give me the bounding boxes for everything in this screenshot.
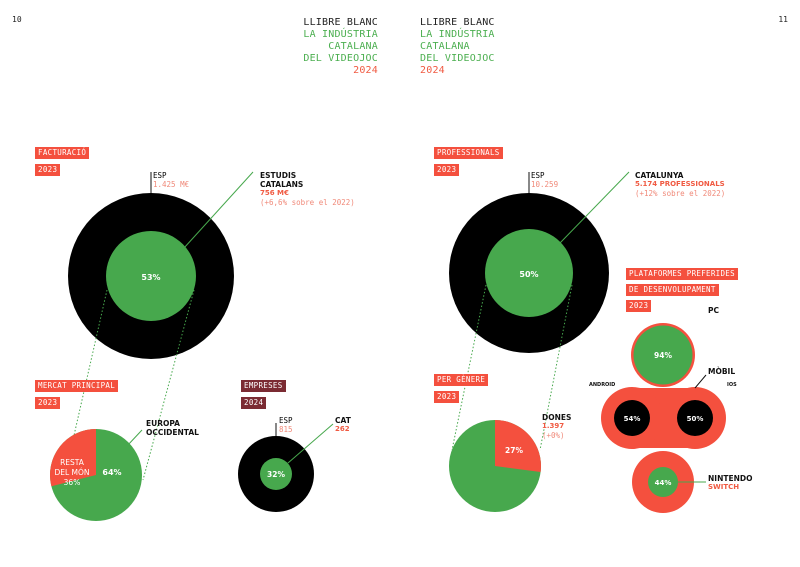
europa-title: OCCIDENTAL bbox=[146, 428, 199, 437]
facturacio-esp-label: ESP 1.425 M€ bbox=[153, 171, 189, 189]
header-subtitle: DEL VIDEOJOC bbox=[303, 53, 378, 64]
android-circle-inner bbox=[614, 400, 650, 436]
header-subtitle: CATALANA bbox=[328, 41, 378, 52]
cat-title: ESTUDIS bbox=[260, 171, 297, 180]
pc-pct: 94% bbox=[654, 351, 672, 360]
europa-pointer-line bbox=[126, 429, 143, 447]
android-label: ANDROID bbox=[589, 382, 616, 388]
header-title: LLIBRE BLANC bbox=[420, 17, 495, 28]
ios-circle-inner bbox=[677, 400, 713, 436]
cat-label: CAT bbox=[335, 416, 351, 425]
header-subtitle: LA INDÚSTRIA bbox=[420, 29, 495, 40]
cat-value: 262 bbox=[335, 425, 350, 433]
genere-dones-pct: 27% bbox=[505, 446, 523, 455]
mercat-resta-slice bbox=[49, 429, 96, 487]
esp-value: 10.259 bbox=[531, 180, 559, 189]
pc-label: PC bbox=[708, 306, 720, 315]
mercat-europa-label: EUROPA OCCIDENTAL bbox=[146, 419, 199, 437]
cat-pointer-line bbox=[183, 171, 254, 249]
professionals-pct: 50% bbox=[519, 270, 538, 279]
cat-note: (+12% sobre el 2022) bbox=[635, 189, 726, 198]
header-year: 2024 bbox=[420, 65, 445, 76]
cat-value: 756 M€ bbox=[260, 189, 289, 197]
ios-pct: 50% bbox=[687, 415, 704, 423]
cat-pointer-line bbox=[287, 423, 334, 464]
genere-dones-label: DONES 1.397 (+0%) bbox=[542, 413, 571, 440]
header-year: 2024 bbox=[353, 65, 378, 76]
esp-label: ESP bbox=[531, 171, 545, 180]
section-tag: PROFESSIONALS bbox=[434, 147, 503, 159]
facturacio-tags: FACTURACIÓ 2023 bbox=[35, 147, 90, 176]
section-year-tag: 2023 bbox=[434, 164, 460, 176]
mercat-resta-label: RESTA bbox=[60, 458, 85, 467]
genere-dones-slice bbox=[495, 420, 541, 472]
professionals-cat-circle bbox=[485, 229, 573, 317]
esp-value: 1.425 M€ bbox=[153, 180, 190, 189]
header-left: LLIBRE BLANC LA INDÚSTRIA CATALANA DEL V… bbox=[250, 17, 378, 77]
page-number-right: 11 bbox=[778, 15, 788, 24]
cat-title: CATALUNYA bbox=[635, 171, 684, 180]
mobil-pointer-line bbox=[694, 374, 707, 389]
nintendo-circle-inner bbox=[648, 467, 678, 497]
section-tag: MERCAT PRINCIPAL bbox=[35, 380, 119, 392]
connector-line bbox=[142, 289, 195, 481]
section-tag: FACTURACIÓ bbox=[35, 147, 90, 159]
facturacio-pct: 53% bbox=[141, 273, 160, 282]
header-right: LLIBRE BLANC LA INDÚSTRIA CATALANA DEL V… bbox=[420, 17, 495, 77]
section-year-tag: 2023 bbox=[434, 391, 460, 403]
mercat-resta-pct: 36% bbox=[64, 478, 81, 487]
section-tag: PLATAFORMES PREFERIDES bbox=[626, 268, 738, 280]
nintendo-pct: 44% bbox=[655, 479, 672, 487]
section-tag: DE DESENVOLUPAMENT bbox=[626, 284, 719, 296]
section-tag: EMPRESES bbox=[241, 380, 286, 392]
section-tag: PER GÈNERE bbox=[434, 374, 489, 386]
dones-note: (+0%) bbox=[542, 431, 565, 440]
mobil-label: MÒBIL bbox=[708, 367, 736, 376]
empreses-cat-circle bbox=[260, 458, 292, 490]
section-year-tag: 2024 bbox=[241, 397, 267, 409]
empreses-esp-label: ESP 815 bbox=[279, 416, 293, 434]
nintendo-label: NINTENDO SWITCH bbox=[708, 474, 752, 492]
connector-line bbox=[539, 284, 573, 451]
section-year-tag: 2023 bbox=[35, 164, 61, 176]
esp-label: ESP bbox=[279, 416, 293, 425]
empreses-pct: 32% bbox=[267, 470, 285, 479]
mercat-europa-pct: 64% bbox=[102, 468, 121, 477]
nintendo-subtitle: SWITCH bbox=[708, 483, 740, 491]
header-subtitle: CATALANA bbox=[420, 41, 470, 52]
nintendo-title: NINTENDO bbox=[708, 474, 753, 483]
professionals-esp-label: ESP 10.259 bbox=[531, 171, 558, 189]
dones-value: 1.397 bbox=[542, 422, 565, 430]
page-number-left: 10 bbox=[12, 15, 22, 24]
pc-circle-inner bbox=[633, 325, 693, 385]
cat-value: 5.174 PROFESSIONALS bbox=[635, 180, 725, 188]
professionals-cat-label: CATALUNYA 5.174 PROFESSIONALS (+12% sobr… bbox=[635, 171, 725, 198]
header-subtitle: LA INDÚSTRIA bbox=[303, 29, 378, 40]
section-year-tag: 2023 bbox=[626, 300, 652, 312]
professionals-tags: PROFESSIONALS 2023 bbox=[434, 147, 503, 176]
dones-title: DONES bbox=[542, 413, 572, 422]
header-subtitle: DEL VIDEOJOC bbox=[420, 53, 495, 64]
ios-label: IOS bbox=[727, 382, 737, 388]
section-year-tag: 2023 bbox=[35, 397, 61, 409]
connector-line bbox=[451, 284, 487, 451]
mercat-tags: MERCAT PRINCIPAL 2023 bbox=[35, 380, 119, 409]
esp-label: ESP bbox=[153, 171, 167, 180]
empreses-cat-label: CAT 262 bbox=[335, 416, 351, 434]
facturacio-cat-circle bbox=[106, 231, 196, 321]
genere-tags: PER GÈNERE 2023 bbox=[434, 374, 489, 403]
cat-title: CATALANS bbox=[260, 180, 304, 189]
esp-value: 815 bbox=[279, 425, 293, 434]
plataformes-tags: PLATAFORMES PREFERIDES DE DESENVOLUPAMEN… bbox=[626, 268, 738, 312]
mercat-resta-label: DEL MÓN bbox=[54, 468, 89, 477]
android-pct: 54% bbox=[624, 415, 641, 423]
cat-note: (+6,6% sobre el 2022) bbox=[260, 198, 355, 207]
empreses-tags: EMPRESES 2024 bbox=[241, 380, 286, 409]
facturacio-cat-label: ESTUDIS CATALANS 756 M€ (+6,6% sobre el … bbox=[260, 171, 355, 207]
header-title: LLIBRE BLANC bbox=[303, 17, 378, 28]
cat-pointer-line bbox=[559, 171, 630, 244]
europa-title: EUROPA bbox=[146, 419, 180, 428]
